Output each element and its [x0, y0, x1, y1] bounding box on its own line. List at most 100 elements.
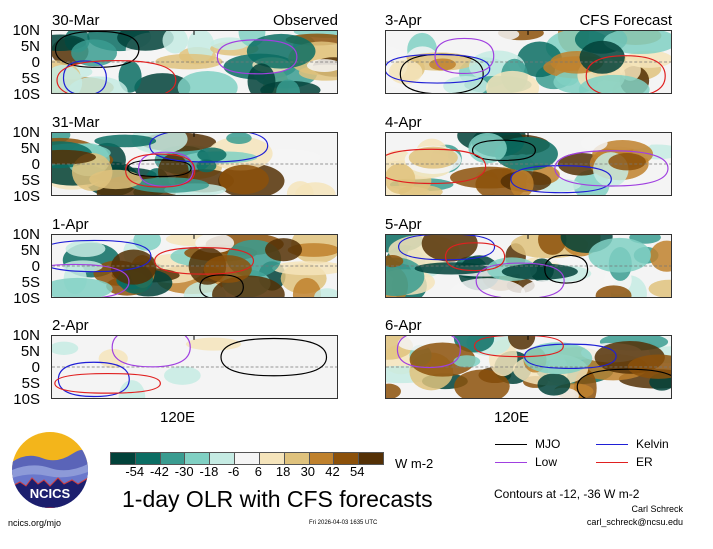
olr-anomaly-region: [65, 240, 106, 258]
olr-anomaly-region: [386, 255, 404, 268]
colorbar-tick-label: 30: [300, 464, 316, 479]
panel-date-1-apr: 1-Apr: [52, 216, 89, 233]
colorbar-swatch: [210, 453, 236, 464]
colorbar-swatch: [259, 453, 285, 464]
y-tick-label: 10N: [12, 327, 40, 344]
olr-anomaly-region: [265, 238, 303, 262]
colorbar: [110, 452, 384, 465]
olr-anomaly-region: [398, 184, 443, 195]
olr-anomaly-region: [162, 31, 188, 54]
map-panel-5-apr: [385, 234, 672, 298]
olr-anomaly-region: [488, 31, 520, 41]
contour-mjo: [399, 53, 484, 93]
colorbar-swatch: [185, 453, 211, 464]
contour-kelvin: [386, 53, 491, 84]
observed-label: Observed: [272, 12, 338, 29]
contour-low: [554, 150, 669, 187]
author: Carl Schreck: [631, 504, 683, 514]
olr-anomaly-region: [486, 70, 540, 93]
main-title: 1-day OLR with CFS forecasts: [122, 486, 433, 512]
olr-anomaly-region: [314, 288, 337, 297]
legend-low: Low: [495, 456, 557, 468]
colorbar-tick-label: -6: [227, 464, 240, 479]
olr-map: [52, 336, 337, 398]
olr-anomaly-region: [408, 146, 458, 169]
olr-map: [386, 336, 671, 398]
contour-kelvin: [57, 361, 130, 398]
contour-mjo: [544, 254, 589, 284]
colorbar-swatch: [284, 453, 310, 464]
y-tick-label: 10S: [13, 391, 40, 408]
olr-anomaly-region: [414, 262, 489, 275]
olr-anomaly-region: [272, 261, 337, 276]
olr-anomaly-region: [94, 134, 157, 148]
y-tick-label: 10N: [12, 226, 40, 243]
olr-anomaly-region: [185, 337, 242, 351]
olr-anomaly-region: [67, 76, 128, 93]
colorbar-tick-label: -54: [125, 464, 145, 479]
contour-er: [125, 153, 196, 188]
olr-map: [386, 235, 671, 297]
map-panel-30-mar: [51, 30, 338, 94]
panel-date-2-apr: 2-Apr: [52, 317, 89, 334]
olr-anomaly-region: [155, 53, 223, 70]
panel-date-6-apr: 6-Apr: [385, 317, 422, 334]
olr-anomaly-region: [52, 277, 113, 297]
colorbar-swatch: [309, 453, 335, 464]
contour-kelvin: [397, 235, 496, 261]
contour-kelvin: [149, 133, 269, 163]
olr-anomaly-region: [246, 33, 316, 69]
colorbar-tick-label: 18: [275, 464, 291, 479]
timestamp: Fri 2026-04-03 1635 UTC: [309, 520, 378, 526]
olr-anomaly-region: [386, 257, 425, 297]
olr-anomaly-region: [648, 279, 671, 297]
contour-mjo: [199, 274, 244, 297]
olr-map: [386, 31, 671, 93]
olr-anomaly-region: [276, 79, 301, 93]
olr-anomaly-region: [649, 240, 671, 272]
olr-anomaly-region: [449, 278, 526, 297]
y-tick-label: 5N: [20, 38, 40, 55]
x-axis-label-right: 120E: [494, 409, 530, 426]
olr-anomaly-region: [588, 237, 651, 273]
olr-anomaly-region: [247, 63, 276, 93]
olr-anomaly-region: [537, 373, 571, 396]
olr-anomaly-region: [52, 341, 79, 355]
colorbar-tick-label: 6: [254, 464, 262, 479]
legend-swatch: [596, 461, 628, 463]
map-panel-3-apr: [385, 30, 672, 94]
olr-anomaly-region: [494, 136, 558, 171]
y-tick-label: 5S: [21, 274, 40, 291]
contour-kelvin: [62, 60, 107, 93]
contour-low: [138, 151, 194, 187]
contour-mjo: [576, 368, 671, 398]
olr-anomaly-region: [409, 342, 476, 377]
legend-kelvin: Kelvin: [596, 438, 669, 450]
logo-text: NCICS: [30, 486, 71, 501]
olr-anomaly-region: [196, 159, 217, 173]
olr-anomaly-region: [292, 277, 321, 297]
map-panel-6-apr: [385, 335, 672, 399]
ncics-logo: NCICS: [12, 432, 88, 508]
olr-anomaly-region: [454, 369, 510, 398]
colorbar-units: W m-2: [395, 456, 434, 471]
olr-anomaly-region: [71, 39, 118, 67]
x-axis-label-left: 120E: [160, 409, 196, 426]
olr-anomaly-region: [62, 260, 103, 273]
y-tick-label: 0: [31, 54, 40, 71]
colorbar-tick-label: -18: [199, 464, 219, 479]
colorbar-tick-label: 54: [350, 464, 365, 479]
contour-mjo: [54, 31, 140, 68]
legend-er: ER: [596, 456, 653, 468]
olr-anomaly-region: [501, 263, 578, 280]
legend-swatch: [495, 443, 527, 445]
colorbar-swatch: [160, 453, 186, 464]
olr-anomaly-region: [443, 75, 489, 93]
contour-er: [473, 336, 564, 358]
legend-swatch: [495, 461, 527, 463]
colorbar-swatch: [235, 453, 260, 464]
y-tick-label: 0: [31, 156, 40, 173]
olr-anomaly-region: [608, 153, 646, 171]
contour-low: [475, 262, 565, 297]
olr-anomaly-region: [203, 255, 252, 283]
